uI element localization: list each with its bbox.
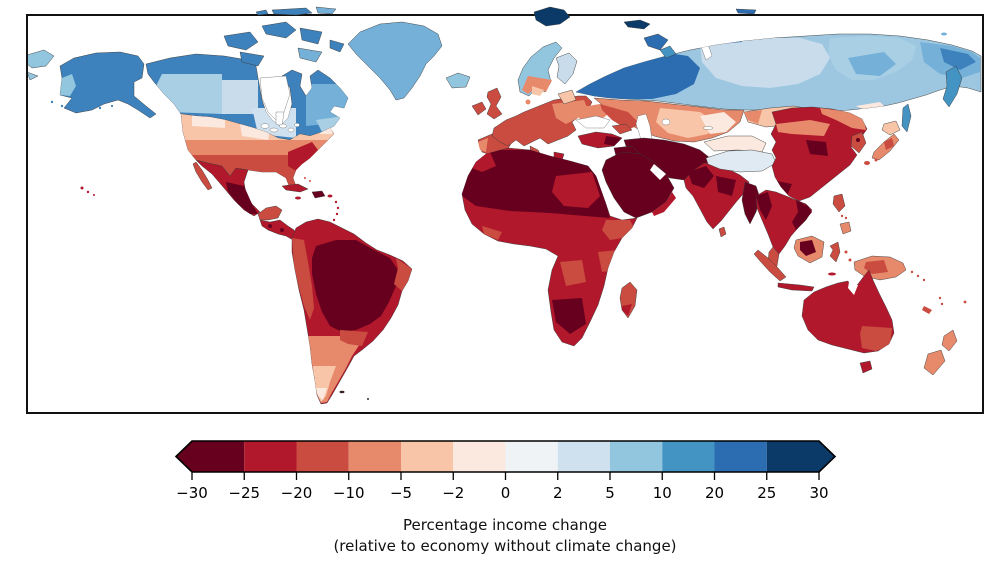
region-baja bbox=[192, 161, 213, 191]
region-east-asia bbox=[743, 105, 901, 202]
colorbar-tick-label: −2 bbox=[442, 484, 464, 502]
colorbar-segment bbox=[766, 441, 819, 472]
region-russia bbox=[575, 19, 982, 133]
colorbar-segment bbox=[296, 441, 349, 472]
colorbar-arrow-right bbox=[819, 441, 835, 472]
region-tasmania bbox=[859, 360, 873, 374]
colorbar-tick-label: −10 bbox=[333, 484, 365, 502]
region-sumatra bbox=[753, 249, 787, 282]
africa-subregions bbox=[462, 150, 634, 334]
colorbar-tick-label: 20 bbox=[705, 484, 724, 502]
region-sri-lanka bbox=[718, 226, 727, 238]
colorbar-segment bbox=[192, 441, 245, 472]
colorbar-caption-line1: Percentage income change bbox=[403, 516, 607, 534]
region-tibet bbox=[705, 149, 777, 173]
region-central-asia bbox=[575, 97, 745, 219]
colorbar-segment bbox=[610, 441, 663, 472]
colorbar-tick-label: 5 bbox=[605, 484, 615, 502]
region-novaya-zemlya bbox=[643, 33, 669, 51]
colorbar-segment bbox=[505, 441, 558, 472]
colorbar-tick-label: −25 bbox=[228, 484, 260, 502]
region-iceland bbox=[445, 72, 471, 89]
region-baltics bbox=[557, 89, 577, 105]
region-pacific-islands bbox=[910, 270, 967, 314]
colorbar-tick-label: 2 bbox=[553, 484, 563, 502]
region-ireland bbox=[471, 101, 487, 116]
colorbar-segment bbox=[662, 441, 715, 472]
region-yucatan bbox=[257, 205, 283, 221]
region-new-caledonia bbox=[922, 306, 932, 314]
gulf-of-carpentaria bbox=[848, 282, 858, 295]
region-japan bbox=[864, 120, 901, 165]
colorbar-arrow-left bbox=[176, 441, 192, 472]
region-south-america bbox=[291, 218, 413, 405]
colorbar-segment bbox=[714, 441, 767, 472]
region-denmark bbox=[525, 99, 531, 105]
region-nz-south bbox=[923, 349, 946, 376]
lake-balkhash bbox=[702, 126, 714, 130]
colorbar-tick-label: −20 bbox=[281, 484, 313, 502]
region-caribbean bbox=[281, 177, 340, 222]
region-africa bbox=[461, 147, 638, 347]
colorbar-tick-label: 0 bbox=[501, 484, 511, 502]
colorbar-segment bbox=[401, 441, 454, 472]
region-wrangel bbox=[941, 32, 947, 36]
region-finland bbox=[555, 52, 578, 85]
persian-gulf bbox=[650, 164, 666, 180]
region-timor bbox=[828, 272, 836, 276]
russia-subregions bbox=[576, 36, 980, 111]
colorbar-tick-label: 10 bbox=[653, 484, 672, 502]
aral-sea bbox=[661, 118, 671, 126]
region-sakhalin bbox=[901, 103, 912, 133]
great-lakes bbox=[260, 123, 300, 133]
region-mindanao bbox=[839, 221, 852, 235]
region-arctic-overflow bbox=[255, 6, 757, 27]
region-korea bbox=[850, 131, 867, 154]
colorbar-ticks bbox=[191, 472, 820, 480]
region-great-britain bbox=[486, 87, 503, 120]
black-sea bbox=[575, 115, 611, 129]
region-alaska bbox=[59, 51, 157, 119]
world-map bbox=[26, 6, 984, 414]
region-falklands bbox=[339, 390, 345, 394]
colorbar-segments bbox=[176, 441, 835, 472]
colorbar: −30 −25 −20 −10 −5 −2 0 2 5 10 20 25 30 … bbox=[174, 440, 837, 555]
region-caucasus bbox=[611, 123, 633, 135]
region-sulawesi bbox=[829, 241, 841, 263]
colorbar-segment bbox=[244, 441, 297, 472]
colorbar-tick-label: −30 bbox=[176, 484, 208, 502]
colorbar-segment bbox=[348, 441, 401, 472]
region-svalbard bbox=[533, 6, 571, 27]
region-greenland bbox=[347, 21, 443, 101]
region-nz-north bbox=[941, 329, 958, 352]
region-cuba bbox=[281, 183, 309, 193]
region-australia bbox=[801, 269, 958, 376]
region-franz-josef-land bbox=[623, 19, 651, 30]
region-luzon bbox=[832, 193, 846, 213]
colorbar-tick-label: −5 bbox=[390, 484, 412, 502]
region-hispaniola bbox=[311, 190, 326, 199]
colorbar-tick-labels: −30 −25 −20 −10 −5 −2 0 2 5 10 20 25 30 bbox=[176, 484, 828, 502]
colorbar-tick-label: 30 bbox=[809, 484, 828, 502]
colorbar-caption-line2: (relative to economy without climate cha… bbox=[333, 537, 676, 555]
region-tarim-basin bbox=[703, 135, 767, 153]
region-south-asia bbox=[683, 135, 777, 238]
map-frame bbox=[26, 14, 984, 414]
region-myanmar-bangladesh bbox=[741, 181, 761, 225]
colorbar-segment bbox=[453, 441, 506, 472]
canada-subregions bbox=[156, 74, 348, 138]
region-southeast-asia bbox=[753, 189, 967, 314]
colorbar-segment bbox=[557, 441, 610, 472]
region-kamchatka bbox=[942, 65, 963, 108]
region-arctic-islands bbox=[223, 21, 345, 67]
region-hawaii bbox=[80, 186, 95, 196]
region-java bbox=[777, 282, 815, 292]
colorbar-tick-label: 25 bbox=[757, 484, 776, 502]
